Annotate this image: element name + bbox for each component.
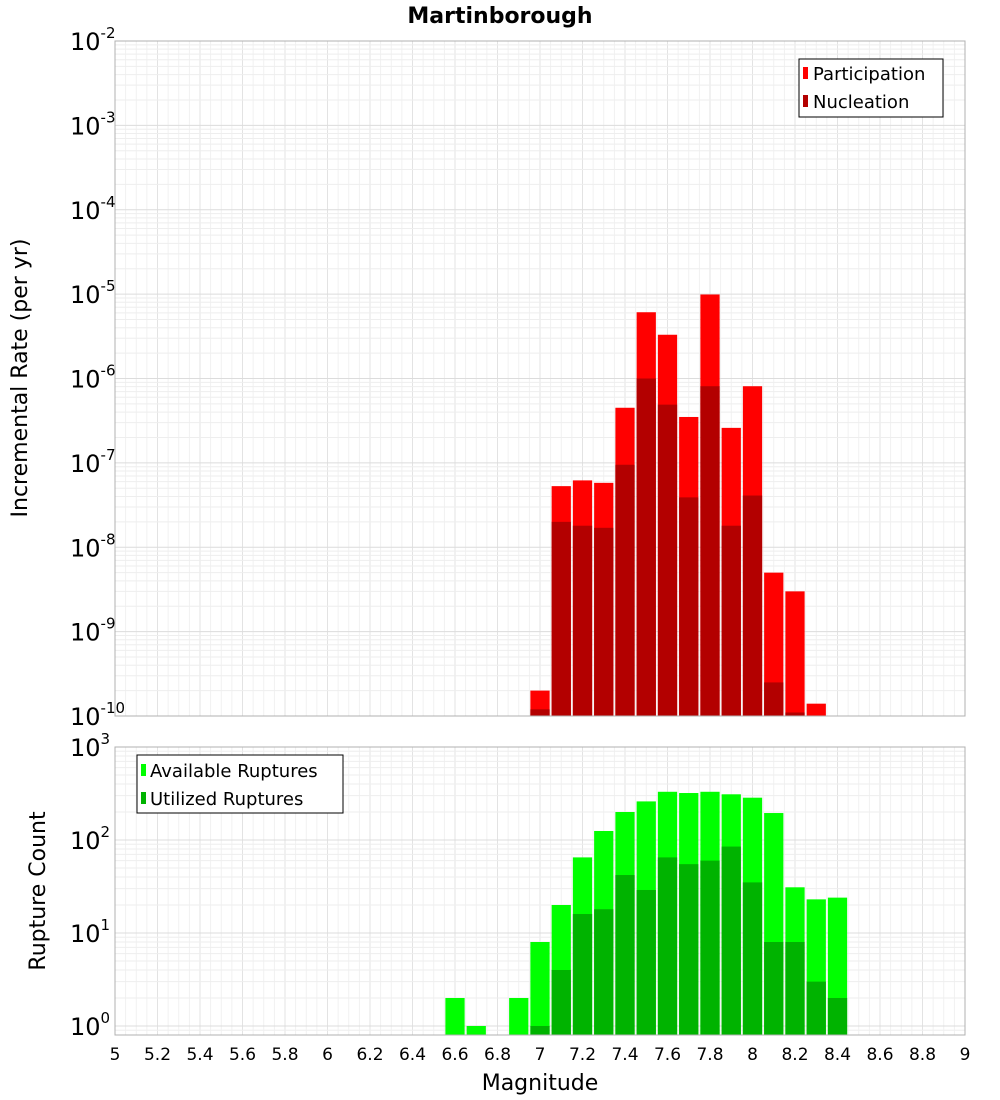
count-y-ticks: 100 101 102 103 — [70, 730, 110, 1041]
x-tick-label: 5.2 — [144, 1045, 171, 1065]
count-y-tick-label: 101 — [70, 916, 110, 948]
legend-label-available: Available Ruptures — [150, 761, 318, 782]
rate-y-tick-label: 10-7 — [70, 446, 116, 478]
x-tick-label: 5.8 — [271, 1045, 298, 1065]
x-tick-label: 8.4 — [824, 1045, 851, 1065]
rate-bar-participation — [764, 572, 784, 716]
rate-plot-frame — [114, 40, 966, 717]
count-bar-available-ruptures — [445, 997, 465, 1035]
rate-y-tick-label: 10-8 — [70, 530, 116, 562]
rate-y-axis-label: Incremental Rate (per yr) — [8, 239, 33, 518]
x-tick-label: 5 — [110, 1045, 121, 1065]
count-bar-utilized-ruptures — [785, 942, 805, 1035]
chart-title: Martinborough — [407, 4, 592, 29]
legend-label-nucleation: Nucleation — [813, 92, 909, 113]
legend-swatch-available — [141, 764, 146, 776]
count-bar-utilized-ruptures — [594, 909, 614, 1035]
rate-bar-nucleation — [742, 495, 763, 716]
count-bar-available-ruptures — [530, 942, 550, 1035]
x-tick-label: 6.8 — [484, 1045, 511, 1065]
rate-bar-participation — [785, 591, 805, 716]
x-tick-label: 9 — [960, 1045, 971, 1065]
count-bar-available-ruptures — [509, 997, 529, 1035]
count-bar-available-ruptures — [466, 1025, 486, 1035]
count-legend-box — [136, 754, 344, 814]
x-axis-label: Magnitude — [482, 1071, 599, 1096]
rate-bar-nucleation — [615, 464, 635, 716]
x-tick-label: 7.8 — [696, 1045, 723, 1065]
x-tick-label: 6.6 — [441, 1045, 468, 1065]
count-y-axis-label: Rupture Count — [26, 811, 51, 971]
x-tick-label: 7.4 — [611, 1045, 638, 1065]
x-tick-label: 8.2 — [781, 1045, 808, 1065]
count-bar-utilized-ruptures — [679, 864, 699, 1035]
count-plot-frame — [114, 746, 966, 1036]
x-tick-label: 7.6 — [654, 1045, 681, 1065]
rate-bar-nucleation — [594, 527, 614, 716]
count-bar-utilized-ruptures — [806, 981, 826, 1035]
rate-bar-nucleation — [657, 404, 678, 716]
x-tick-label: 8.8 — [909, 1045, 936, 1065]
rate-y-tick-label: 10-5 — [70, 277, 116, 309]
count-bars — [445, 791, 848, 1035]
rate-bar-nucleation — [764, 682, 784, 716]
rate-bar-nucleation — [530, 709, 550, 716]
rate-bar-participation — [806, 703, 826, 716]
legend-label-participation: Participation — [813, 64, 925, 85]
magnitude-x-ticks: 5 5.2 5.4 5.6 5.8 6 6.2 6.4 6.6 6.8 7 7.2 7.4 7.6 7.8 8… — [110, 1045, 971, 1065]
rate-bar-nucleation — [721, 525, 741, 716]
count-legend: Available Ruptures Utilized Ruptures — [136, 754, 344, 814]
x-tick-label: 7 — [535, 1045, 546, 1065]
rate-y-ticks: 10-10 10-9 10-8 10-7 10-6 10-5 10-4 10-3 10-2 — [70, 24, 125, 731]
rate-grid — [114, 40, 966, 717]
rate-y-tick-label: 10-9 — [70, 615, 116, 647]
count-bar-utilized-ruptures — [721, 846, 741, 1035]
count-bar-utilized-ruptures — [764, 942, 784, 1035]
count-bar-utilized-ruptures — [551, 969, 571, 1035]
rate-bar-nucleation — [572, 525, 593, 716]
count-y-tick-label: 103 — [70, 730, 110, 762]
x-tick-label: 6.4 — [399, 1045, 426, 1065]
x-tick-label: 7.2 — [569, 1045, 596, 1065]
rate-legend-box — [798, 58, 944, 118]
x-tick-label: 6 — [322, 1045, 333, 1065]
rate-y-tick-label: 10-10 — [70, 699, 125, 731]
count-bar-utilized-ruptures — [700, 860, 720, 1035]
count-bar-utilized-ruptures — [827, 997, 848, 1035]
count-y-tick-label: 100 — [70, 1009, 110, 1041]
rate-bar-nucleation — [700, 386, 720, 716]
x-tick-label: 5.4 — [186, 1045, 213, 1065]
legend-swatch-participation — [803, 67, 808, 79]
rate-bar-nucleation — [551, 521, 571, 716]
count-bar-utilized-ruptures — [657, 857, 678, 1035]
rate-y-tick-label: 10-6 — [70, 362, 116, 394]
count-bar-utilized-ruptures — [636, 889, 656, 1035]
count-bar-utilized-ruptures — [615, 875, 635, 1035]
x-tick-label: 6.2 — [356, 1045, 383, 1065]
count-y-tick-label: 102 — [70, 823, 110, 855]
rate-bars — [530, 294, 826, 716]
rate-bar-nucleation — [785, 712, 805, 716]
rate-legend: Participation Nucleation — [798, 58, 944, 118]
count-bar-utilized-ruptures — [530, 1025, 550, 1035]
count-bar-utilized-ruptures — [572, 914, 593, 1035]
rate-panel: 10-10 10-9 10-8 10-7 10-6 10-5 10-4 10-3 10-2 In… — [8, 24, 966, 731]
rate-bar-nucleation — [636, 378, 656, 716]
count-bar-utilized-ruptures — [742, 882, 763, 1035]
rate-y-tick-label: 10-4 — [70, 193, 116, 225]
rate-y-tick-label: 10-2 — [70, 24, 116, 56]
rate-y-tick-label: 10-3 — [70, 108, 116, 140]
x-tick-label: 8.6 — [866, 1045, 893, 1065]
legend-swatch-nucleation — [803, 95, 808, 107]
rate-bar-nucleation — [679, 497, 699, 716]
count-panel: 100 101 102 103 5 5.2 5.4 5.6 5.8 6 6.2 6.4 6.6 6.8 7… — [26, 730, 970, 1096]
legend-label-utilized: Utilized Ruptures — [150, 789, 303, 810]
x-tick-label: 8 — [747, 1045, 758, 1065]
legend-swatch-utilized — [141, 792, 146, 804]
x-tick-label: 5.6 — [229, 1045, 256, 1065]
